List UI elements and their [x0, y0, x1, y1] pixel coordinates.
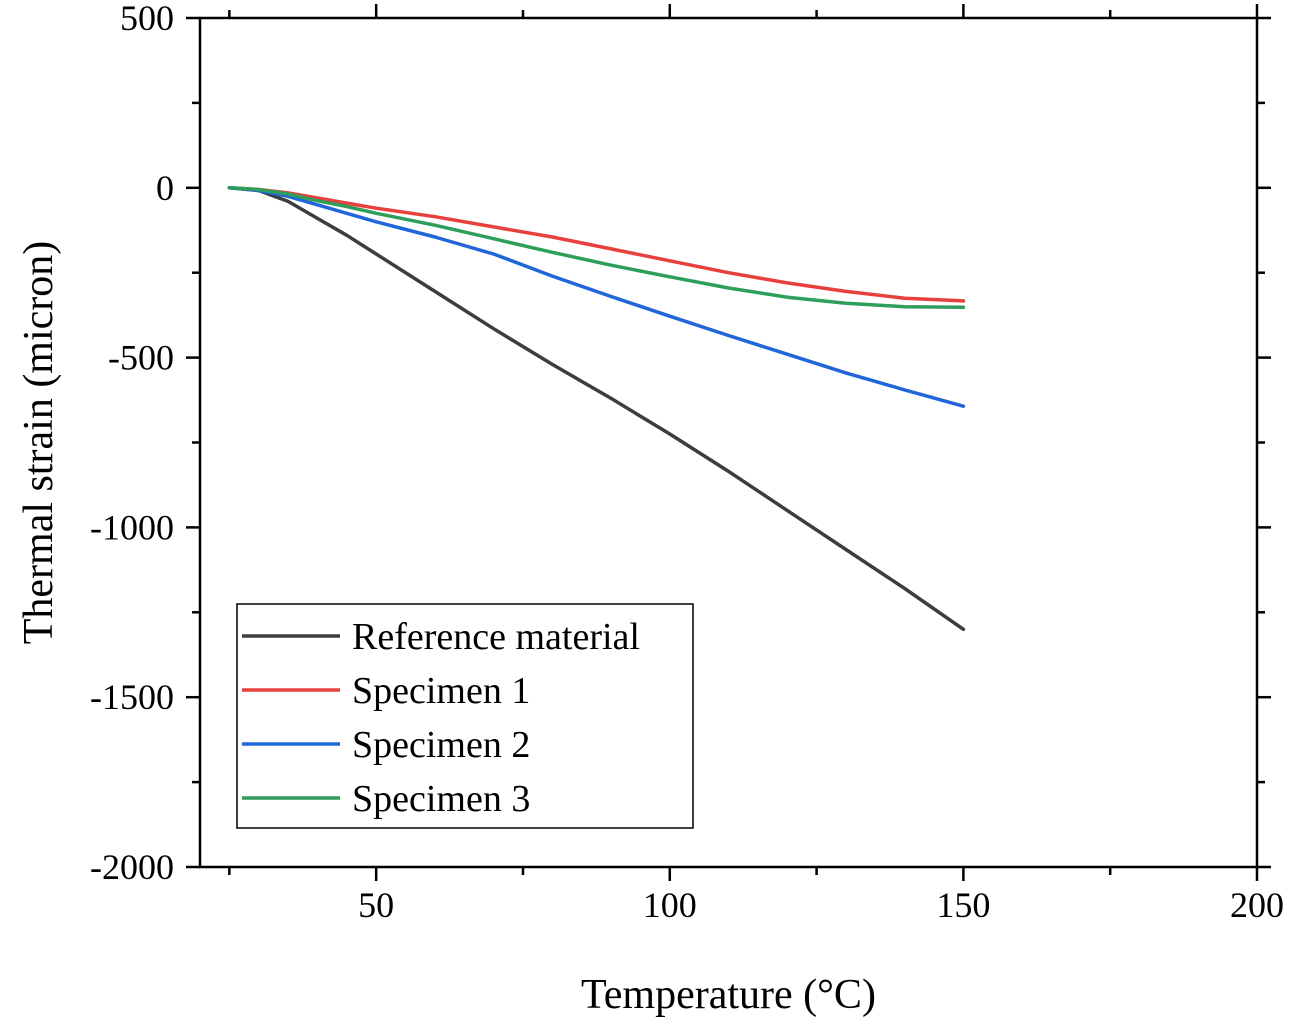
x-tick-label: 50 [358, 885, 394, 925]
axis-ticks [186, 4, 1271, 881]
legend: Reference material Specimen 1 Specimen 2 Sp… [236, 603, 694, 829]
x-tick-label: 100 [643, 885, 697, 925]
series-line-2 [227, 186, 966, 303]
series-line-3 [227, 186, 966, 408]
y-tick-label: -1500 [90, 677, 174, 717]
y-tick-label: -500 [108, 338, 174, 378]
x-tick-label: 150 [936, 885, 990, 925]
series-line-1 [227, 186, 966, 632]
x-tick-label: 200 [1230, 885, 1284, 925]
y-axis-title: Thermal strain (micron) [16, 241, 62, 645]
tick-labels: 50 100 150 200 500 0 -500 -1000 -1500 -2000 [90, 0, 1284, 925]
legend-label: Specimen 2 [352, 724, 530, 766]
series-line-4 [227, 186, 966, 310]
y-tick-label: 0 [156, 168, 174, 208]
y-tick-label: -2000 [90, 847, 174, 887]
legend-label: Reference material [352, 616, 640, 658]
legend-box [236, 603, 694, 829]
series-lines [227, 186, 966, 632]
y-tick-label: 500 [120, 0, 174, 38]
x-axis-title: Temperature (°C) [581, 972, 876, 1018]
legend-label: Specimen 1 [352, 670, 530, 712]
legend-label: Specimen 3 [352, 778, 530, 820]
y-tick-label: -1000 [90, 507, 174, 547]
